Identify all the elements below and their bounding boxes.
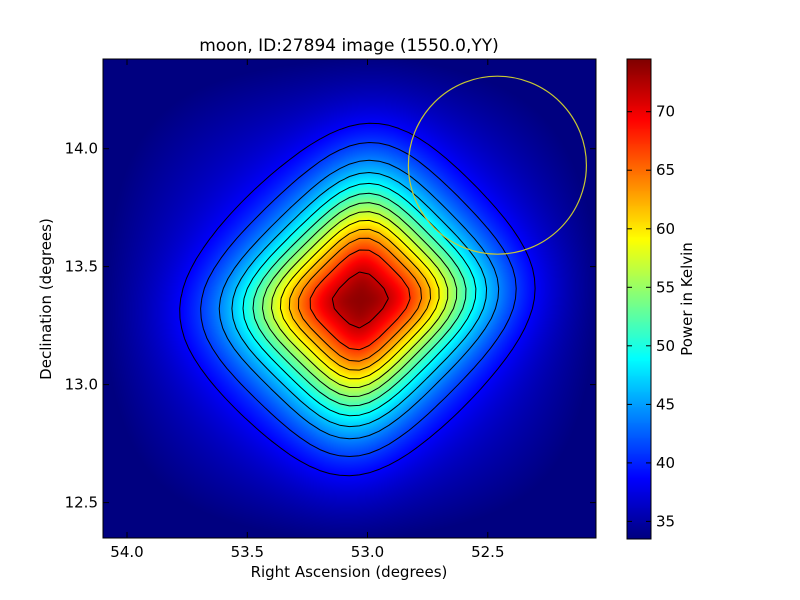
contour-level-0 (179, 122, 536, 477)
contour-level-1 (200, 142, 517, 457)
y-axis-label: Declination (degrees) (37, 218, 55, 380)
colorbar-tick-label: 45 (656, 395, 675, 413)
contour-level-5 (252, 192, 467, 407)
plot-frame (102, 58, 597, 539)
contour-level-2 (218, 159, 500, 440)
colorbar-tick-label: 65 (656, 161, 675, 179)
x-tick-label: 53.5 (231, 543, 264, 561)
colorbar: 35 40 45 50 55 60 65 70 Power in Kelvin (626, 58, 696, 540)
contour-level-7 (271, 211, 449, 388)
y-tick-label: 14.0 (65, 140, 98, 158)
y-axis-ticks: 12.5 13.0 13.5 14.0 (65, 140, 596, 512)
x-tick-label: 53.0 (351, 543, 384, 561)
colorbar-tick-label: 55 (656, 278, 675, 296)
heatmap-plot-area (102, 58, 597, 539)
beam-circle (407, 75, 587, 255)
contour-level-10 (298, 237, 422, 362)
colorbar-tick-label: 60 (656, 220, 675, 238)
colorbar-tick-label: 40 (656, 454, 675, 472)
contour-level-6 (262, 202, 458, 397)
colorbar-gradient (627, 59, 651, 539)
colorbar-label: Power in Kelvin (678, 242, 696, 356)
contour-lines (179, 122, 536, 477)
y-tick-label: 12.5 (65, 494, 98, 512)
heatmap-image (103, 59, 596, 538)
contour-level-11 (309, 249, 411, 351)
x-tick-label: 54.0 (110, 543, 143, 561)
contour-level-8 (279, 219, 440, 380)
colorbar-tick-label: 70 (656, 103, 675, 121)
x-axis-label: Right Ascension (degrees) (251, 563, 448, 581)
x-tick-label: 52.5 (471, 543, 504, 561)
x-axis-ticks: 54.0 53.5 53.0 52.5 (110, 59, 505, 561)
beam-circle-marker (407, 75, 587, 255)
contour-level-12 (331, 271, 389, 329)
colorbar-ticks: 35 40 45 50 55 60 65 70 (627, 103, 675, 530)
colorbar-tick-label: 35 (656, 512, 675, 530)
contour-level-3 (231, 172, 488, 428)
contour-level-9 (288, 228, 431, 371)
colorbar-tick-label: 50 (656, 337, 675, 355)
colorbar-frame (626, 58, 652, 540)
chart-title: moon, ID:27894 image (1550.0,YY) (199, 36, 499, 56)
y-tick-label: 13.0 (65, 376, 98, 394)
y-tick-label: 13.5 (65, 258, 98, 276)
contour-level-4 (242, 182, 477, 417)
